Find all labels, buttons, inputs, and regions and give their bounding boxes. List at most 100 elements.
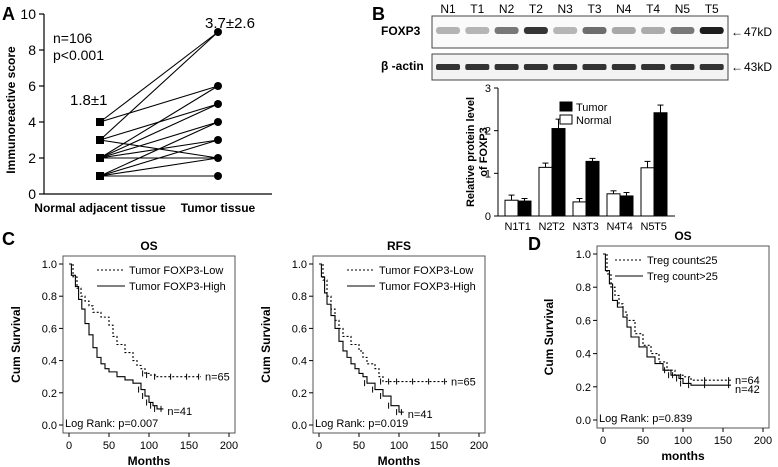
km-n-high: n=41 (167, 406, 192, 418)
km-ytick-label: 0.2 (42, 388, 57, 400)
b-xtick-label: N1 (504, 221, 518, 233)
km-xtick-label: 200 (470, 440, 488, 452)
panel-a-normal-mean: 1.8±1 (70, 92, 107, 109)
blot-lane-label: T3 (587, 2, 601, 16)
km-ylabel: Cum Survival (542, 299, 556, 376)
a-ytick-label: 8 (28, 42, 36, 58)
blot-lane-label: N4 (616, 2, 632, 16)
km-ytick-label: 0.0 (576, 415, 591, 427)
a-pair-line (99, 85, 219, 159)
blot-foxp3-band (465, 27, 490, 34)
panel-a: A Immunoreactive score 0 2 4 6 8 10 n=106 p<0… (2, 4, 272, 215)
b-bar (640, 167, 655, 217)
km-ytick-label: 0.4 (576, 349, 591, 361)
km-legend-low: Tumor FOXP3-Low (379, 265, 473, 277)
km-legend-low: Treg count≤25 (647, 255, 717, 267)
blot-actin-band (641, 64, 666, 70)
km-legend-high: Tumor FOXP3-High (129, 281, 226, 293)
km-curve (603, 253, 731, 381)
km-n-low: n=65 (451, 377, 476, 389)
km-n-low: n=64 (735, 375, 760, 387)
a-normal-point (96, 136, 104, 144)
km-curve (69, 263, 201, 378)
b-ytick-label: 1 (485, 168, 491, 180)
km-title: OS (140, 239, 157, 253)
a-tumor-point (214, 172, 222, 180)
blot-lane-label: N2 (499, 2, 515, 16)
panel-d-letter: D (528, 234, 541, 254)
km-ytick-label: 0.2 (576, 382, 591, 394)
km-legend-high: Treg count>25 (647, 271, 718, 283)
km-title: RFS (387, 239, 411, 253)
km-ylabel: Cum Survival (259, 306, 273, 383)
b-bar (619, 195, 634, 217)
km-logrank: Log Rank: p=0.019 (315, 418, 408, 430)
km-xtick-label: 150 (180, 440, 198, 452)
km-xtick-label: 0 (600, 435, 606, 447)
km-ytick-label: 0.6 (42, 323, 57, 335)
legend-normal-swatch (559, 114, 573, 125)
km-xtick-label: 150 (430, 440, 448, 452)
km-ytick-label: 0.4 (42, 356, 57, 368)
a-tumor-point (214, 100, 222, 108)
blot-foxp3-band (553, 27, 578, 34)
km-legend-low: Tumor FOXP3-Low (129, 265, 223, 277)
blot-foxp3-band (641, 27, 666, 34)
km-xtick-label: 150 (714, 435, 732, 447)
a-normal-point (96, 118, 104, 126)
km-n-high: n=42 (735, 384, 760, 396)
a-tumor-point (214, 82, 222, 90)
b-bar (572, 201, 587, 217)
km-curve (319, 263, 447, 383)
blot-foxp3-band (699, 27, 724, 34)
blot-actin-size: 43kD (744, 60, 772, 74)
panel-d-os: OS 0.0 0.2 0.4 0.6 0.8 1.0 0 50 100 150 200 months Cu… (542, 229, 772, 463)
panel-a-tumor-mean: 3.7±2.6 (205, 15, 255, 32)
panel-c-os: OS 0.0 0.2 0.4 0.6 0.8 1.0 0 50 100 150 200 Months Cu… (9, 239, 238, 467)
km-ytick-label: 0.6 (292, 323, 307, 335)
a-ytick-label: 6 (28, 78, 36, 94)
km-xtick-label: 50 (353, 440, 365, 452)
km-n-high: n=41 (408, 409, 433, 421)
blot-foxp3-band (494, 27, 519, 34)
a-ytick-label: 2 (28, 150, 36, 166)
km-xtick-label: 100 (140, 440, 158, 452)
b-xtick-label: T3 (586, 221, 599, 233)
km-ylabel: Cum Survival (9, 306, 23, 383)
a-pair-line (99, 31, 219, 141)
b-xtick-label: N2 (538, 221, 552, 233)
blot-foxp3-band (436, 27, 460, 34)
km-xtick-label: 0 (66, 440, 72, 452)
km-curve (69, 263, 164, 410)
km-ytick-label: 0.2 (292, 388, 307, 400)
a-normal-point (96, 154, 104, 162)
blot-lane-label: T1 (470, 2, 484, 16)
km-xtick-label: 50 (103, 440, 115, 452)
b-xtick-label: T1 (518, 221, 531, 233)
b-xtick-label: T4 (620, 221, 633, 233)
b-xtick-label: T5 (654, 221, 667, 233)
a-tumor-point (214, 118, 222, 126)
b-bar (585, 160, 600, 217)
b-xtick-label: N3 (572, 221, 586, 233)
panel-b-ylabel-2: of FOXP3 (478, 127, 490, 177)
blot-actin-label: β -actin (381, 59, 424, 73)
b-ytick-label: 2 (485, 126, 491, 138)
b-bar (517, 200, 532, 217)
km-xlabel: months (661, 449, 705, 463)
a-pair-line (99, 157, 219, 177)
blot-lane-label: N1 (440, 2, 456, 16)
panel-a-xcat-normal: Normal adjacent tissue (34, 201, 166, 215)
blot-actin-band (523, 64, 548, 70)
km-title: OS (674, 229, 691, 243)
a-tumor-point (214, 136, 222, 144)
km-ytick-label: 1.0 (576, 249, 591, 261)
b-ytick-label: 3 (485, 83, 491, 95)
km-ytick-label: 0.6 (576, 315, 591, 327)
b-xtick-label: T2 (552, 221, 565, 233)
blot-lane-label: T5 (705, 2, 719, 16)
km-xlabel: Months (378, 454, 421, 467)
panel-a-letter: A (2, 4, 15, 24)
a-pair-line (99, 139, 219, 159)
blot-actin-band (465, 64, 490, 70)
